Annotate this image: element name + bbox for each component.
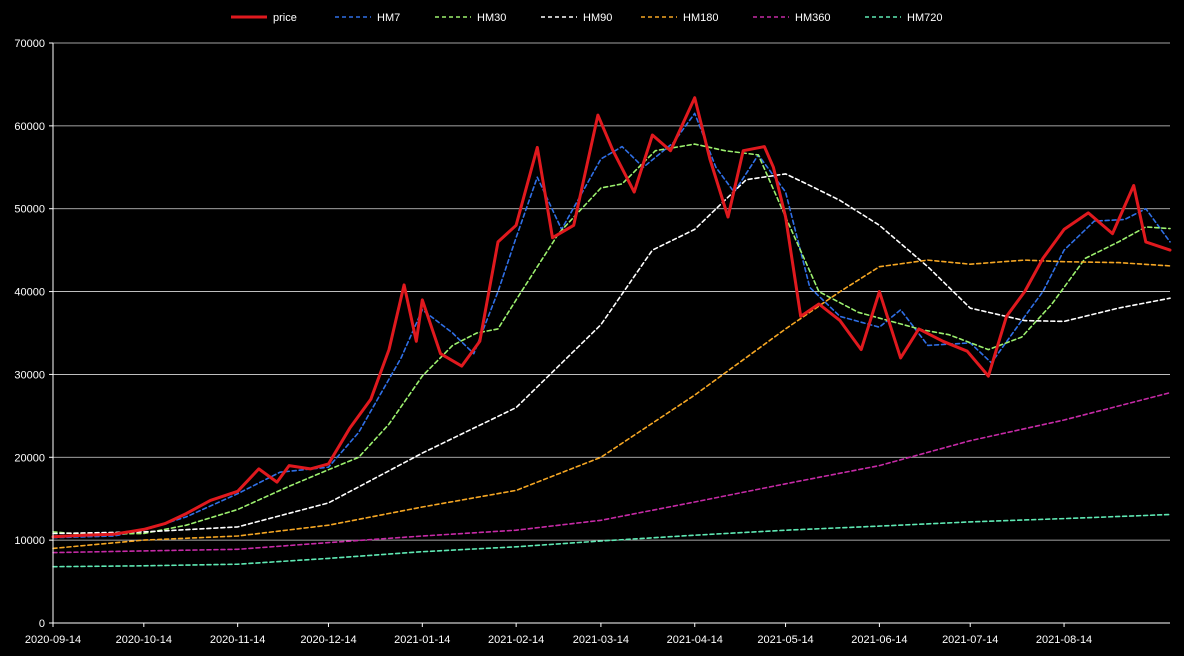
legend: price HM7 HM30 HM90 HM180 HM360 HM720 — [231, 12, 942, 24]
x-tick-label: 2020-11-14 — [210, 634, 265, 646]
legend-label-hm7: HM7 — [377, 12, 400, 24]
series-line-price — [51, 96, 1172, 539]
y-tick-label: 10000 — [14, 535, 45, 547]
legend-label-price: price — [273, 12, 297, 24]
legend-label-hm90: HM90 — [583, 12, 612, 24]
legend-label-hm180: HM180 — [683, 12, 718, 24]
series-lines — [51, 96, 1172, 568]
x-tick-label: 2021-07-14 — [942, 634, 998, 646]
legend-label-hm360: HM360 — [795, 12, 830, 24]
x-tick-label: 2021-06-14 — [851, 634, 907, 646]
y-tick-label: 50000 — [14, 204, 45, 216]
legend-label-hm30: HM30 — [477, 12, 506, 24]
y-tick-label: 60000 — [14, 121, 45, 133]
y-axis-ticks: 0 10000 20000 30000 40000 50000 60000 70000 — [14, 38, 53, 630]
series-line-hm360 — [52, 391, 1171, 554]
x-tick-label: 2021-05-14 — [757, 634, 813, 646]
x-tick-label: 2021-02-14 — [488, 634, 544, 646]
series-line-hm720 — [52, 513, 1171, 568]
legend-label-hm720: HM720 — [907, 12, 942, 24]
x-tick-label: 2020-12-14 — [300, 634, 356, 646]
x-tick-label: 2021-03-14 — [573, 634, 629, 646]
x-tick-label: 2021-04-14 — [667, 634, 723, 646]
y-tick-label: 30000 — [14, 369, 45, 381]
x-tick-label: 2021-08-14 — [1036, 634, 1092, 646]
x-tick-label: 2021-01-14 — [394, 634, 450, 646]
y-tick-label: 0 — [39, 618, 45, 630]
series-line-hm180 — [52, 259, 1171, 550]
y-tick-label: 70000 — [14, 38, 45, 50]
x-tick-label: 2020-10-14 — [116, 634, 172, 646]
series-line-hm90 — [52, 173, 1171, 535]
y-tick-label: 20000 — [14, 452, 45, 464]
series-line-hm30 — [52, 143, 1171, 536]
gridlines — [53, 42, 1170, 541]
x-tick-label: 2020-09-14 — [25, 634, 81, 646]
x-axis-ticks: 2020-09-14 2020-10-14 2020-11-14 2020-12-14… — [25, 623, 1092, 646]
y-tick-label: 40000 — [14, 287, 45, 299]
